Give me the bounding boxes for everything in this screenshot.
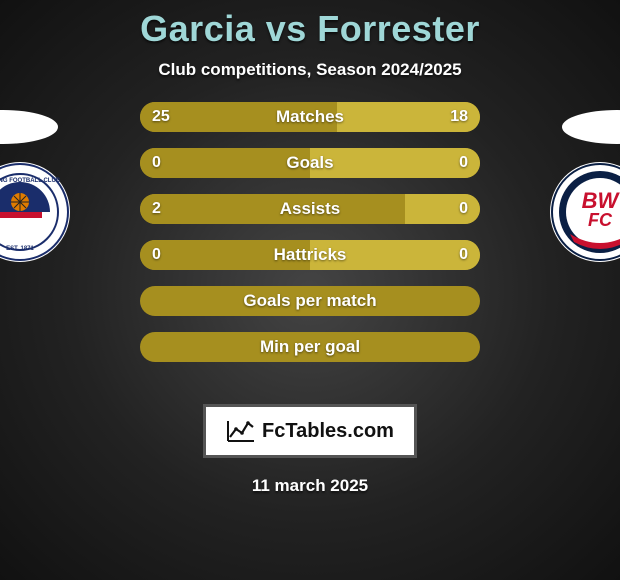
svg-text:EST. 1871: EST. 1871 bbox=[6, 246, 34, 252]
club-badge-right: BW FC bbox=[550, 162, 620, 262]
stat-label: Hattricks bbox=[140, 240, 480, 270]
stat-value-right: 18 bbox=[438, 102, 480, 132]
stat-value-left: 25 bbox=[140, 102, 182, 132]
stat-row: Goals0 0 bbox=[140, 148, 480, 178]
chart-icon bbox=[226, 419, 256, 443]
stat-value-left: 0 bbox=[140, 240, 173, 270]
stat-label: Goals per match bbox=[140, 286, 480, 316]
stat-row: Hattricks0 0 bbox=[140, 240, 480, 270]
date-label: 11 march 2025 bbox=[0, 476, 620, 496]
stat-row: Assists2 0 bbox=[140, 194, 480, 224]
page-title: Garcia vs Forrester bbox=[0, 0, 620, 50]
stat-value-right: 0 bbox=[447, 194, 480, 224]
stat-label: Min per goal bbox=[140, 332, 480, 362]
player-left-placeholder bbox=[0, 110, 58, 144]
stat-bars: Matches2518Goals00Assists20Hattricks00Go… bbox=[140, 102, 480, 378]
stat-label: Matches bbox=[140, 102, 480, 132]
svg-text:FC: FC bbox=[588, 210, 613, 230]
stat-value-left: 2 bbox=[140, 194, 173, 224]
svg-text:READING FOOTBALL CLUB: READING FOOTBALL CLUB bbox=[0, 178, 61, 184]
stat-value-right: 0 bbox=[447, 148, 480, 178]
stat-row: Matches25 18 bbox=[140, 102, 480, 132]
comparison-area: READING FOOTBALL CLUB EST. 1871 BW FC Ma… bbox=[0, 102, 620, 402]
club-badge-left: READING FOOTBALL CLUB EST. 1871 bbox=[0, 162, 70, 262]
stat-value-right: 0 bbox=[447, 240, 480, 270]
fctables-logo-text: FcTables.com bbox=[262, 420, 394, 443]
stat-row: Min per goal bbox=[140, 332, 480, 362]
player-right-placeholder bbox=[562, 110, 620, 144]
fctables-logo: FcTables.com bbox=[203, 404, 417, 458]
stat-row: Goals per match bbox=[140, 286, 480, 316]
subtitle: Club competitions, Season 2024/2025 bbox=[0, 60, 620, 80]
stat-label: Assists bbox=[140, 194, 480, 224]
stat-label: Goals bbox=[140, 148, 480, 178]
stat-value-left: 0 bbox=[140, 148, 173, 178]
